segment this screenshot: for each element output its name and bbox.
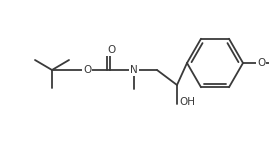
Text: N: N (130, 65, 138, 75)
Text: O: O (83, 65, 91, 75)
Text: O: O (257, 58, 265, 68)
Text: OH: OH (179, 97, 195, 107)
Text: O: O (107, 45, 115, 55)
